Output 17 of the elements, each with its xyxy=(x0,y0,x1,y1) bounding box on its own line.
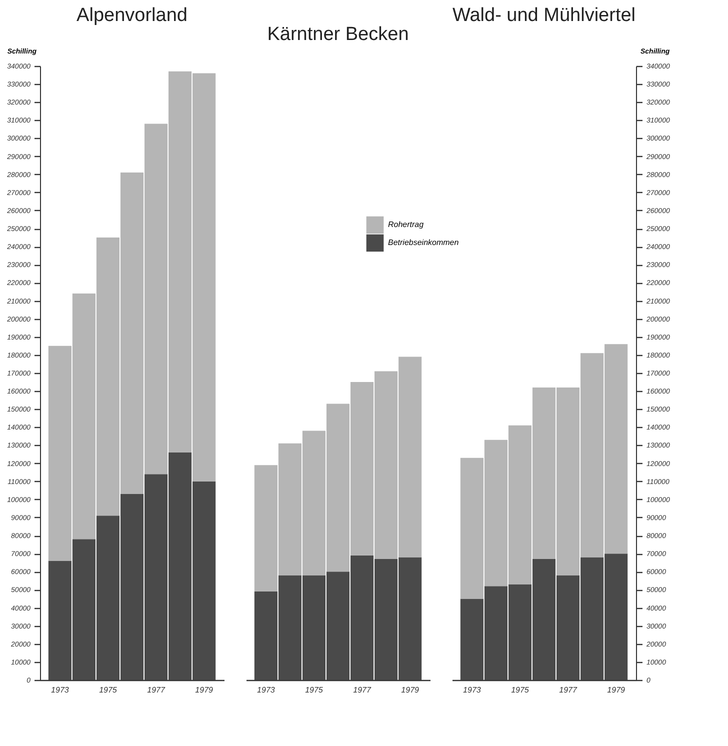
x-tick-label: 1973 xyxy=(463,686,482,694)
x-tick-label: 1977 xyxy=(147,686,166,694)
x-tick-label: 1979 xyxy=(607,686,626,694)
x-tick-label: 1973 xyxy=(257,686,276,694)
x-tick-label: 1979 xyxy=(195,686,214,694)
x-tick-label: 1975 xyxy=(99,686,118,694)
x-tick-label: 1979 xyxy=(401,686,420,694)
x-tick-label: 1975 xyxy=(305,686,324,694)
chart-title: Wald- und Mühlviertel xyxy=(452,5,636,26)
legend-label: Betriebseinkommen xyxy=(388,238,460,247)
x-tick-label: 1975 xyxy=(511,686,530,694)
chart-title: Kärntner Becken xyxy=(267,24,409,45)
legend-label: Rohertrag xyxy=(388,220,424,229)
chart-title: Alpenvorland xyxy=(76,5,188,26)
x-tick-label: 1977 xyxy=(559,686,578,694)
x-tick-label: 1973 xyxy=(51,686,70,694)
x-tick-label: 1977 xyxy=(353,686,372,694)
